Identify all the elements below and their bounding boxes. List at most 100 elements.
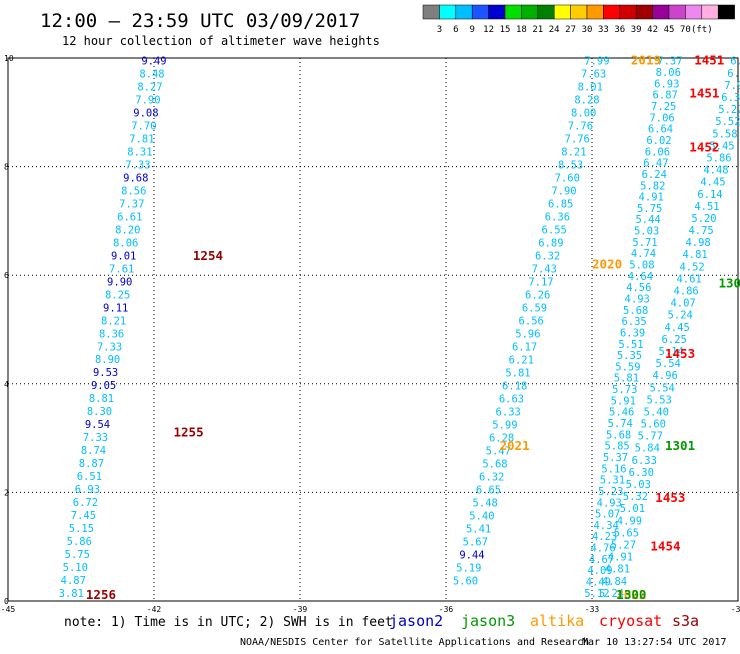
swh-value-track-3: 5.85 [604,441,629,453]
time-label: 2020 [592,256,622,271]
swh-value-track-4: 5.53 [647,394,672,406]
swh-value-track-3: 6.64 [648,124,673,136]
swh-value-track-1: 8.87 [79,458,104,470]
x-tick-label: -42 [147,605,162,614]
time-label: 1254 [193,248,223,263]
swh-value-track-4: 4.51 [694,201,719,213]
swh-value-track-3: 6.39 [620,327,645,339]
swh-value-track-1: 9.53 [93,367,118,379]
swh-value-track-2: 5.96 [515,329,540,341]
x-tick-label: -33 [585,605,600,614]
swh-value-track-4: 4.81 [605,564,630,576]
swh-value-track-4: 6.52 [730,56,740,68]
swh-value-track-1: 5.86 [67,536,92,548]
colorbar-swatch [669,5,685,19]
swh-value-track-3: 7.25 [651,101,676,113]
swh-value-track-3: 5.81 [614,373,639,385]
time-label: 2021 [500,438,530,453]
time-label: 1300 [616,587,646,602]
swh-value-track-4: 5.58 [712,128,737,140]
colorbar-label: 33 [598,25,609,35]
swh-value-track-3: 5.68 [623,305,648,317]
swh-value-track-2: 6.55 [542,225,567,237]
swh-value-track-1: 9.49 [141,56,166,68]
swh-value-track-2: 7.17 [528,277,553,289]
colorbar-label: 42 [647,25,658,35]
swh-value-track-3: 5.74 [608,418,633,430]
swh-value-track-3: 4.93 [625,294,650,306]
footer-note: note: 1) Time is in UTC; 2) SWH is in fe… [64,615,393,630]
swh-value-track-2: 5.41 [466,523,491,535]
x-tick-label: -45 [1,605,16,614]
swh-value-track-2: 5.99 [492,420,517,432]
colorbar-swatch [603,5,619,19]
colorbar-label: 18 [516,25,527,35]
swh-value-track-2: 6.89 [538,238,563,250]
swh-value-track-3: 8.06 [656,67,681,79]
swh-value-track-2: 6.17 [512,342,537,354]
legend-jason2: jason2 [389,612,443,630]
swh-value-track-1: 7.33 [125,160,150,172]
swh-value-track-3: 5.16 [601,463,626,475]
swh-value-track-2: 9.44 [459,549,484,561]
swh-value-track-1: 8.27 [137,82,162,94]
y-tick-label: 10 [4,54,14,63]
swh-value-track-1: 8.36 [99,328,124,340]
swh-value-track-1: 9.68 [123,173,148,185]
colorbar-swatch [521,5,537,19]
swh-value-track-1: 7.45 [71,510,96,522]
swh-value-track-4: 4.45 [700,177,725,189]
swh-value-track-1: 9.05 [91,380,116,392]
swh-value-track-1: 7.81 [129,134,154,146]
swh-value-track-1: 8.06 [113,237,138,249]
colorbar-swatch [653,5,669,19]
swh-value-track-1: 3.81 [59,588,84,600]
time-label: 2019 [631,53,661,68]
swh-value-track-4: 5.20 [691,213,716,225]
swh-value-track-3: 6.87 [653,90,678,102]
swh-value-track-3: 5.73 [612,384,637,396]
swh-value-track-4: 5.77 [638,431,663,443]
swh-value-track-2: 6.32 [479,471,504,483]
time-label: 130 [719,275,740,290]
swh-value-track-4: 6.25 [662,334,687,346]
colorbar-swatch [439,5,455,19]
swh-value-track-4: 5.01 [620,503,645,515]
swh-value-track-2: 8.53 [558,160,583,172]
colorbar-swatch [505,5,521,19]
swh-value-track-1: 4.87 [61,575,86,587]
colorbar-swatch [538,5,554,19]
swh-value-track-2: 8.01 [578,82,603,94]
swh-value-track-3: 6.35 [621,316,646,328]
swh-value-track-2: 6.18 [502,381,527,393]
time-label: 1453 [665,346,695,361]
colorbar-label: 21 [532,25,543,35]
x-tick-label: -39 [293,605,308,614]
swh-value-track-3: 5.37 [603,452,628,464]
colorbar-label: 30 [582,25,593,35]
swh-value-track-4: 4.07 [670,298,695,310]
swh-value-track-3: 6.47 [643,158,668,170]
swh-value-track-4: 4.86 [673,286,698,298]
swh-value-track-3: 5.51 [618,339,643,351]
colorbar-label: 70 [680,25,691,35]
swh-value-track-2: 7.76 [568,121,593,133]
colorbar-swatch [571,5,587,19]
legend-altika: altika [530,612,584,630]
swh-value-track-4: 4.99 [617,515,642,527]
swh-value-track-1: 8.31 [127,147,152,159]
swh-value-track-4: 5.52 [715,116,740,128]
colorbar-label: 15 [500,25,511,35]
swh-value-track-3: 5.82 [640,180,665,192]
swh-value-track-2: 5.68 [482,458,507,470]
swh-value-track-3: 6.02 [646,135,671,147]
swh-value-track-2: 6.56 [519,316,544,328]
swh-value-track-2: 7.43 [532,264,557,276]
swh-value-track-3: 6.24 [642,169,667,181]
swh-value-track-3: 5.71 [632,237,657,249]
swh-value-track-3: 5.08 [629,260,654,272]
swh-value-track-2: 8.28 [574,95,599,107]
swh-value-track-1: 6.61 [117,212,142,224]
swh-value-track-2: 8.21 [561,147,586,159]
